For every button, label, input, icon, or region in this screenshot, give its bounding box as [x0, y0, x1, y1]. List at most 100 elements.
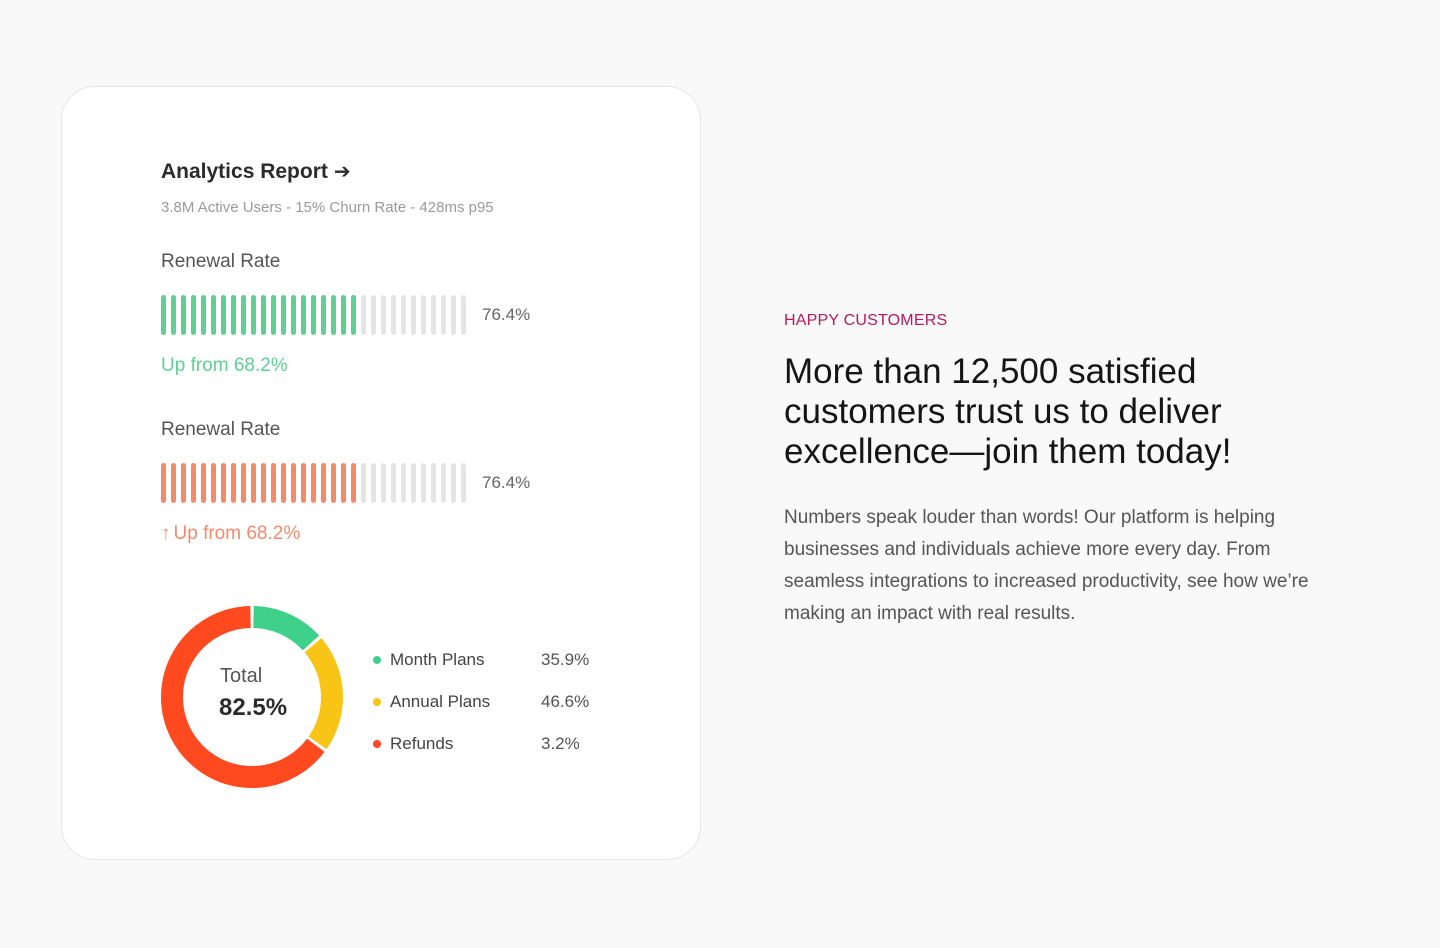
trend-text: Up from 68.2%: [173, 523, 301, 544]
bar-segment-empty: [421, 295, 426, 335]
legend-value: 35.9%: [541, 650, 590, 669]
bar-segment-filled: [291, 295, 296, 335]
testimonial-section: HAPPY CUSTOMERS More than 12,500 satisfi…: [784, 312, 1344, 630]
bar-segment-filled: [171, 295, 176, 335]
donut-chart: Total 82.5%: [160, 605, 344, 789]
bar-segment-empty: [451, 463, 456, 503]
bar-segment-empty: [421, 463, 426, 503]
analytics-report-link[interactable]: Analytics Report ➔: [161, 159, 351, 184]
legend-item-annual-plans: Annual Plans 46.6%: [373, 681, 633, 723]
bar-segment-filled: [341, 463, 346, 503]
bar-segment-filled: [321, 463, 326, 503]
donut-total-value: 82.5%: [219, 694, 288, 721]
metric-label: Renewal Rate: [161, 251, 281, 272]
arrow-up-icon: ↑: [161, 523, 171, 544]
section-body: Numbers speak louder than words! Our pla…: [784, 507, 1309, 624]
bar-segment-filled: [261, 463, 266, 503]
bar-segment-filled: [271, 463, 276, 503]
bar-segment-filled: [351, 463, 356, 503]
bar-segment-empty: [401, 463, 406, 503]
legend-name: Month Plans: [390, 650, 485, 669]
bar-segment-filled: [241, 295, 246, 335]
legend-item-month-plans: Month Plans 35.9%: [373, 639, 633, 681]
bar-segment-filled: [321, 295, 326, 335]
bar-segment-filled: [301, 463, 306, 503]
metric-value: 76.4%: [482, 473, 531, 492]
bar-segment-filled: [161, 463, 166, 503]
bar-segment-filled: [231, 463, 236, 503]
metric-value: 76.4%: [482, 305, 531, 324]
legend-dot: [373, 656, 381, 664]
analytics-card: Analytics Report ➔ 3.8M Active Users - 1…: [61, 86, 701, 860]
bar-segment-filled: [211, 463, 216, 503]
bar-segment-filled: [211, 295, 216, 335]
bar-segment-filled: [281, 295, 286, 335]
legend-name: Refunds: [390, 734, 454, 753]
bar-segment-empty: [431, 295, 436, 335]
bar-segment-filled: [231, 295, 236, 335]
bar-segment-filled: [181, 463, 186, 503]
bar-segment-filled: [301, 295, 306, 335]
bar-segment-filled: [251, 463, 256, 503]
donut-segment-month-plans: [252, 606, 320, 651]
bar-segment-empty: [391, 463, 396, 503]
bar-segment-empty: [461, 295, 466, 335]
bar-segment-empty: [441, 463, 446, 503]
bar-segment-filled: [261, 295, 266, 335]
report-title: Analytics Report: [161, 159, 328, 183]
bar-segment-empty: [431, 463, 436, 503]
legend-value: 3.2%: [541, 734, 580, 753]
bar-segment-empty: [451, 295, 456, 335]
bar-segment-filled: [191, 463, 196, 503]
section-headline: More than 12,500 satisfied customers tru…: [784, 352, 1232, 471]
bar-segment-filled: [351, 295, 356, 335]
bar-segment-empty: [391, 295, 396, 335]
bar-segment-filled: [191, 295, 196, 335]
bar-segment-filled: [221, 463, 226, 503]
bar-segment-filled: [171, 463, 176, 503]
bar-segment-empty: [381, 463, 386, 503]
bar-segment-empty: [441, 295, 446, 335]
donut-svg: [161, 606, 343, 788]
legend-value: 46.6%: [541, 692, 590, 711]
bar-segment-empty: [411, 463, 416, 503]
bar-segment-filled: [201, 463, 206, 503]
bar-segment-filled: [291, 463, 296, 503]
donut-legend: Month Plans 35.9% Annual Plans 46.6% Ref…: [373, 639, 633, 765]
bar-segment-filled: [221, 295, 226, 335]
bar-segment-filled: [311, 295, 316, 335]
bar-segment-empty: [411, 295, 416, 335]
bar-segment-empty: [371, 463, 376, 503]
bar-segment-empty: [371, 295, 376, 335]
trend-text: Up from 68.2%: [161, 355, 288, 376]
trend-indicator: ↑ Up from 68.2%: [161, 523, 300, 545]
legend-dot: [373, 740, 381, 748]
bar-segment-empty: [461, 463, 466, 503]
bar-segment-filled: [161, 295, 166, 335]
trend-indicator: Up from 68.2%: [161, 355, 288, 377]
bar-segment-filled: [251, 295, 256, 335]
bar-segment-filled: [241, 463, 246, 503]
report-subtitle: 3.8M Active Users - 15% Churn Rate - 428…: [161, 199, 494, 216]
donut-segment-refunds: [161, 606, 325, 788]
bar-segment-filled: [201, 295, 206, 335]
donut-total-label: Total: [220, 665, 263, 687]
bar-segment-empty: [401, 295, 406, 335]
bar-segment-filled: [331, 463, 336, 503]
metric-label: Renewal Rate: [161, 419, 281, 440]
bar-segment-filled: [271, 295, 276, 335]
arrow-right-icon: ➔: [333, 161, 351, 183]
bar-segment-empty: [361, 463, 366, 503]
bar-segment-filled: [311, 463, 316, 503]
legend-name: Annual Plans: [390, 692, 491, 711]
bar-segment-filled: [341, 295, 346, 335]
renewal-rate-bar: [161, 463, 471, 503]
section-eyebrow: HAPPY CUSTOMERS: [784, 312, 948, 329]
legend-item-refunds: Refunds 3.2%: [373, 723, 633, 765]
bar-segment-filled: [181, 295, 186, 335]
bar-segment-empty: [381, 295, 386, 335]
bar-segment-empty: [361, 295, 366, 335]
legend-dot: [373, 698, 381, 706]
bar-segment-filled: [281, 463, 286, 503]
